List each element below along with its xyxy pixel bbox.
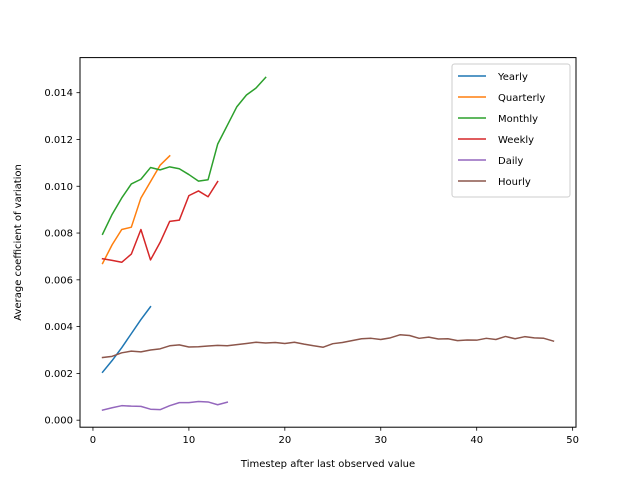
y-tick-label: 0.008 <box>44 229 73 240</box>
x-tick-label: 10 <box>183 435 196 446</box>
x-axis: 0 10 20 30 40 50 <box>90 427 579 446</box>
y-tick-label: 0.004 <box>44 322 73 333</box>
y-axis: 0.000 0.002 0.004 0.006 0.008 0.010 0.012 0.014 <box>44 88 80 427</box>
y-tick-label: 0.014 <box>44 88 73 99</box>
series-layer <box>101 76 555 412</box>
legend-label-daily: Daily <box>498 156 523 167</box>
series-line-daily <box>101 400 229 412</box>
legend: Yearly Quarterly Monthly Weekly Daily Hourly <box>451 63 571 198</box>
legend-label-quarterly: Quarterly <box>498 93 545 104</box>
x-tick-label: 0 <box>90 435 96 446</box>
y-tick-label: 0.006 <box>44 275 73 286</box>
series-line-monthly <box>101 76 267 236</box>
x-tick-label: 20 <box>278 435 291 446</box>
x-tick-label: 50 <box>566 435 579 446</box>
y-axis-label: Average coefficient of variation <box>13 164 24 321</box>
y-tick-label: 0.002 <box>44 369 73 380</box>
legend-label-monthly: Monthly <box>498 114 538 125</box>
series-line-quarterly <box>101 154 171 265</box>
legend-label-hourly: Hourly <box>498 177 531 188</box>
plot-frame <box>79 57 577 428</box>
series-line-yearly <box>101 305 152 374</box>
x-axis-label: Timestep after last observed value <box>240 459 415 470</box>
x-tick-label: 30 <box>374 435 387 446</box>
legend-label-weekly: Weekly <box>498 135 534 146</box>
y-tick-label: 0.012 <box>44 135 73 146</box>
series-line-weekly <box>101 180 219 264</box>
x-tick-label: 40 <box>470 435 483 446</box>
y-tick-label: 0.000 <box>44 416 73 427</box>
series-line-hourly <box>101 334 555 359</box>
legend-label-yearly: Yearly <box>497 72 528 83</box>
y-tick-label: 0.010 <box>44 182 73 193</box>
